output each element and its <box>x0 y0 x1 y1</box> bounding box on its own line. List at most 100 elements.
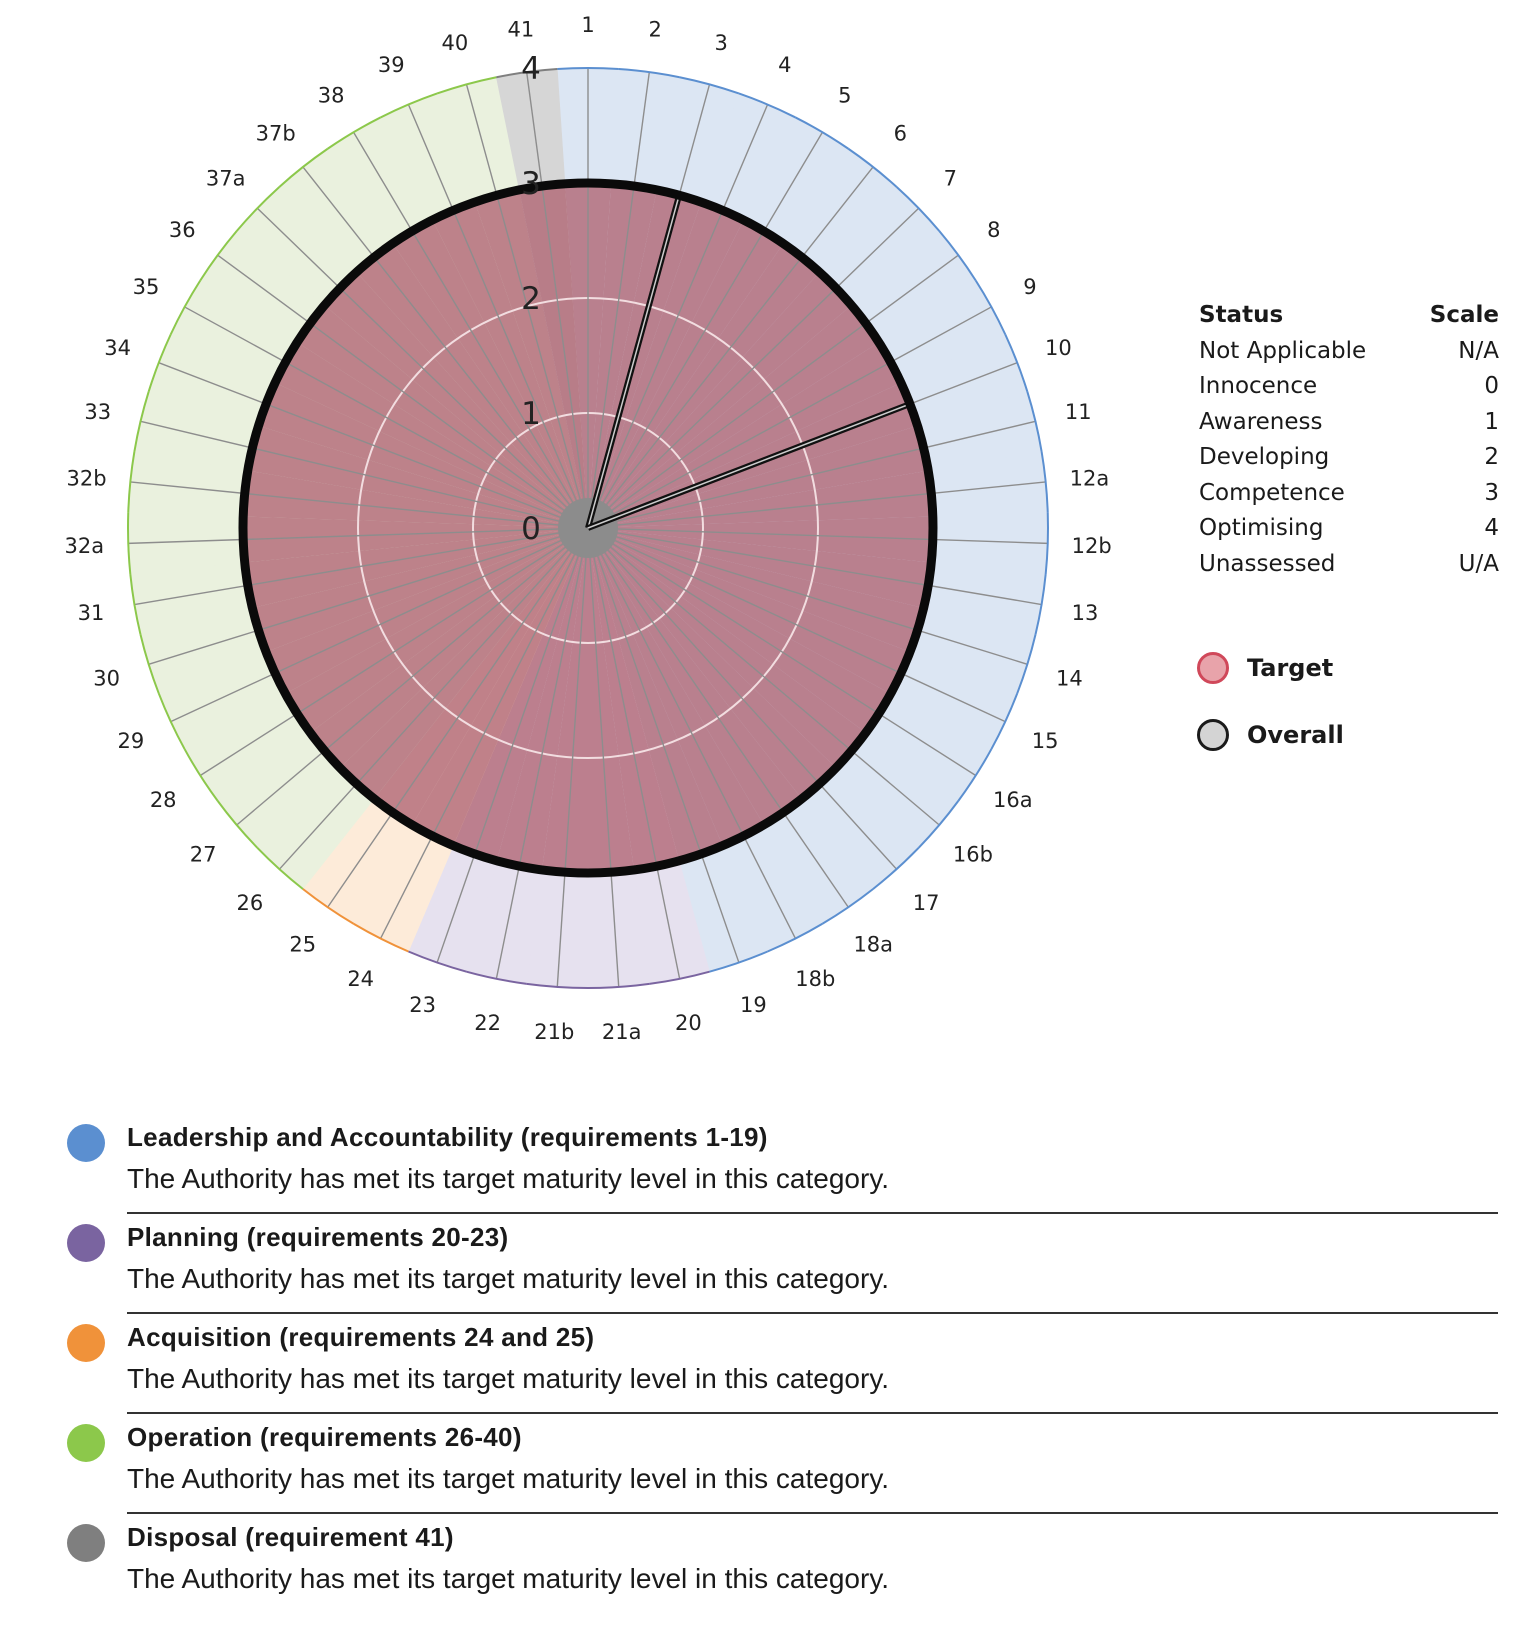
category-label: 4 <box>778 53 791 77</box>
spoke-7 <box>587 207 920 529</box>
category-title: Leadership and Accountability (requireme… <box>127 1122 768 1152</box>
outer-arc-18b <box>767 922 823 953</box>
outer-arc-8 <box>938 230 977 282</box>
radial-tick-label: 3 <box>521 166 541 202</box>
overall-wedge-12a <box>588 470 933 528</box>
target-wedge-16b <box>588 528 866 768</box>
category-label: 18b <box>795 967 835 991</box>
overall-wedge-31 <box>244 528 588 608</box>
spoke-41 <box>525 72 589 529</box>
overall-wedge-16b <box>588 528 866 768</box>
target-wedge-2 <box>588 183 657 528</box>
category-description: The Authority has met its target maturit… <box>127 1463 890 1494</box>
overall-outline <box>238 178 938 878</box>
legend-overall: Overall <box>1197 719 1344 751</box>
status-name: Developing <box>1199 444 1330 470</box>
outer-arc-29 <box>157 692 186 750</box>
category-label: 14 <box>1056 666 1083 690</box>
target-wedge-3 <box>588 189 702 528</box>
category-label: 21a <box>602 1020 642 1044</box>
outer-arc-16b <box>917 800 960 849</box>
target-wedge-35 <box>275 342 588 528</box>
outer-arc-1 <box>557 67 619 71</box>
spoke-17 <box>587 527 898 870</box>
category-item: Leadership and Accountability (requireme… <box>0 1118 1536 1218</box>
status-table-header: Status Scale <box>1199 298 1499 334</box>
category-description: The Authority has met its target maturit… <box>127 1363 890 1394</box>
category-label: 30 <box>93 666 120 690</box>
overall-wedge-40 <box>474 189 588 528</box>
target-wedge-30 <box>252 528 588 652</box>
category-label: 21b <box>534 1020 574 1044</box>
spoke-5 <box>587 131 824 529</box>
outer-arc-21b <box>526 982 589 989</box>
target-wedge-4 <box>588 202 744 528</box>
status-row: Competence 3 <box>1199 476 1499 512</box>
radial-tick-label: 2 <box>521 281 541 317</box>
category-label: 26 <box>237 891 264 915</box>
legend-target: Target <box>1197 652 1333 684</box>
category-description: The Authority has met its target maturit… <box>127 1563 890 1594</box>
status-name: Awareness <box>1199 408 1323 435</box>
target-wedge-20 <box>588 528 680 870</box>
target-wedge-34 <box>258 382 588 528</box>
spoke-24 <box>379 527 589 939</box>
divider <box>127 1312 1498 1314</box>
outer-arc-27 <box>216 800 259 849</box>
category-description: The Authority has met its target maturit… <box>127 1263 890 1294</box>
category-item: Disposal (requirement 41) The Authority … <box>0 1518 1536 1618</box>
outer-arc-13 <box>1034 573 1047 635</box>
target-wedge-21b <box>542 528 588 873</box>
spoke-27 <box>236 527 589 826</box>
divider <box>127 1412 1498 1414</box>
spoke-19 <box>587 527 740 963</box>
overall-wedge-21a <box>588 528 634 873</box>
target-wedge-13 <box>588 528 932 608</box>
category-label: 2 <box>648 17 661 41</box>
target-wedge-22 <box>496 528 588 870</box>
category-item: Operation (requirements 26-40) The Autho… <box>0 1418 1536 1518</box>
status-row: Developing 2 <box>1199 440 1499 476</box>
outer-arc-11 <box>1026 391 1043 452</box>
category-label: 16b <box>953 842 993 866</box>
target-wedge-12a <box>588 470 933 528</box>
outer-arc-14 <box>1016 634 1037 694</box>
overall-wedge-32a <box>242 516 588 563</box>
spoke-12b <box>587 527 1048 545</box>
target-wedge-10 <box>588 382 918 528</box>
category-label: 35 <box>133 275 160 299</box>
spoke-35 <box>184 306 589 529</box>
overall-wedge-18b <box>588 528 764 846</box>
category-label: 15 <box>1032 729 1059 753</box>
spoke-32b <box>130 481 589 529</box>
target-wedge-28 <box>285 528 588 733</box>
divider <box>127 1512 1498 1514</box>
spoke-38 <box>352 131 589 529</box>
category-label: 31 <box>78 601 105 625</box>
spoke-37a <box>256 207 589 529</box>
overall-wedge-18a <box>588 528 802 825</box>
category-title: Planning (requirements 20-23) <box>127 1222 509 1252</box>
status-name: Optimising <box>1199 515 1324 541</box>
outer-arc-19 <box>709 950 768 973</box>
spoke-20 <box>587 527 681 979</box>
outer-arc-15 <box>990 692 1019 750</box>
overall-wedge-14 <box>588 528 924 652</box>
overall-wedge-32b <box>243 470 588 528</box>
radial-tick-label: 0 <box>521 511 541 547</box>
category-description: The Authority has met its target maturit… <box>127 1163 890 1194</box>
category-dot-icon <box>67 1324 105 1362</box>
status-name: Not Applicable <box>1199 337 1367 364</box>
outer-arc-25 <box>302 888 355 925</box>
outer-arc-36 <box>199 230 238 282</box>
spoke-15 <box>587 527 1006 723</box>
outer-arc-32b <box>127 451 136 513</box>
overall-wedge-34 <box>258 382 588 528</box>
category-label: 28 <box>150 788 177 812</box>
status-row: Innocence 0 <box>1199 369 1499 405</box>
outer-arc-6 <box>847 147 898 188</box>
spoke-11 <box>587 420 1036 529</box>
category-label: 33 <box>84 400 111 424</box>
overall-wedge-35 <box>275 342 588 528</box>
target-wedge-18b <box>588 528 764 846</box>
